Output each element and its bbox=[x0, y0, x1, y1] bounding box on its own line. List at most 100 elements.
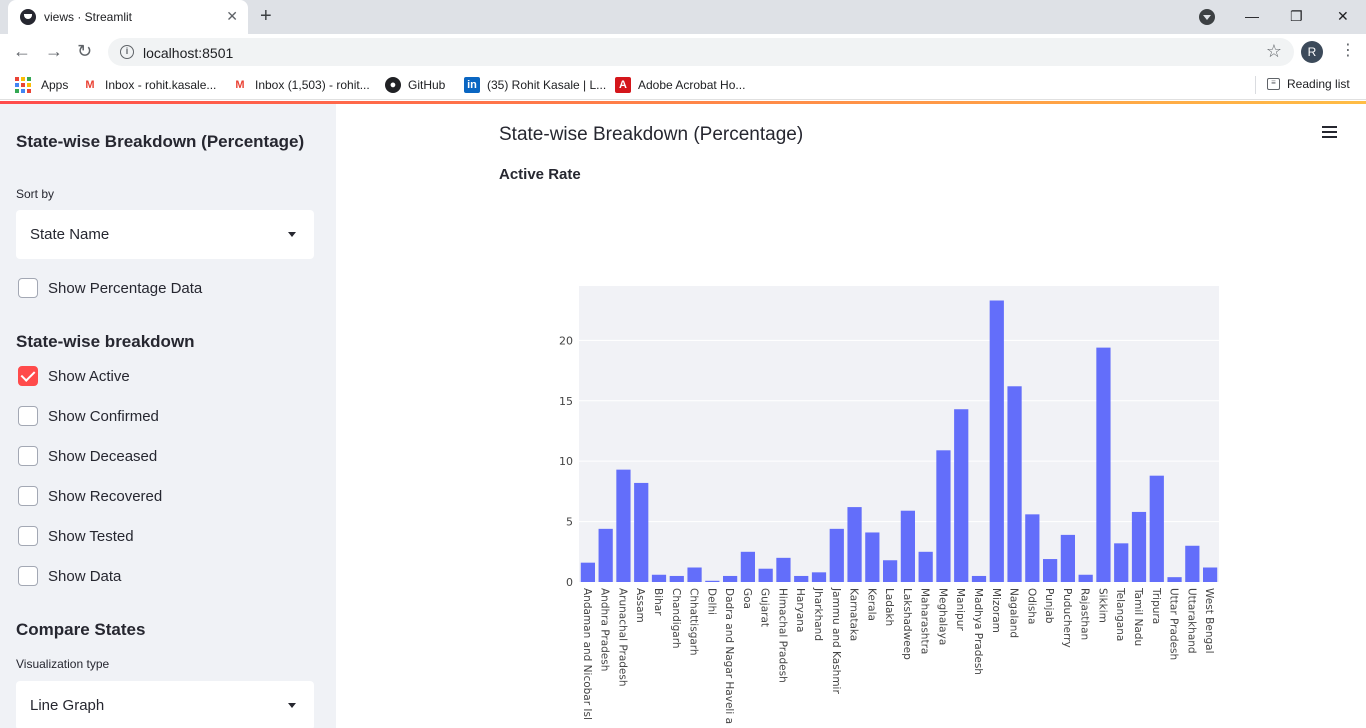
bar bbox=[918, 551, 933, 582]
bar bbox=[669, 575, 684, 582]
bar bbox=[1131, 511, 1147, 582]
x-tick-label: Madhya Pradesh bbox=[972, 588, 984, 675]
x-tick-label: Bihar bbox=[652, 588, 664, 616]
bar bbox=[1060, 534, 1075, 582]
bar bbox=[1007, 386, 1022, 582]
page-title: State-wise Breakdown (Percentage) bbox=[499, 124, 804, 145]
checkbox-box-checked[interactable] bbox=[18, 366, 38, 386]
browser-menu-icon[interactable]: ⋮ bbox=[1340, 42, 1356, 59]
visualization-type-label: Visualization type bbox=[16, 657, 110, 671]
checkbox-box[interactable] bbox=[18, 526, 38, 546]
show-percentage-checkbox[interactable]: Show Percentage Data bbox=[18, 278, 202, 298]
show-confirmed-checkbox[interactable]: Show Confirmed bbox=[18, 406, 159, 426]
show-active-checkbox[interactable]: Show Active bbox=[18, 366, 130, 386]
x-tick-label: Tamil Nadu bbox=[1132, 587, 1144, 646]
x-tick-label: Andhra Pradesh bbox=[599, 588, 611, 671]
sort-by-label: Sort by bbox=[16, 187, 55, 201]
bar bbox=[651, 574, 667, 582]
bookmark-linkedin[interactable]: in (35) Rohit Kasale | L... bbox=[464, 77, 606, 93]
sort-by-select[interactable]: State Name bbox=[16, 210, 314, 259]
gmail-icon: M bbox=[235, 79, 245, 91]
x-tick-label: West Bengal bbox=[1203, 588, 1215, 654]
bar bbox=[1149, 475, 1164, 582]
bar bbox=[883, 560, 898, 582]
x-tick-label: Maharashtra bbox=[919, 588, 931, 654]
y-tick-label: 5 bbox=[566, 516, 573, 529]
checkbox-box[interactable] bbox=[18, 566, 38, 586]
chart-subtitle: Active Rate bbox=[499, 166, 581, 183]
visualization-type-select[interactable]: Line Graph bbox=[16, 681, 314, 728]
x-tick-label: Kerala bbox=[865, 588, 877, 621]
bar bbox=[776, 557, 791, 582]
bar bbox=[1025, 514, 1040, 582]
streamlit-favicon-icon bbox=[20, 9, 36, 25]
bar bbox=[1114, 543, 1129, 582]
profile-avatar[interactable]: R bbox=[1301, 41, 1323, 63]
x-tick-label: Tripura bbox=[1150, 587, 1162, 624]
reload-icon[interactable]: ↻ bbox=[77, 41, 93, 61]
bar bbox=[634, 482, 649, 582]
back-icon[interactable]: ← bbox=[13, 41, 31, 61]
show-recovered-checkbox[interactable]: Show Recovered bbox=[18, 486, 162, 506]
bookmarks-separator bbox=[1255, 76, 1256, 94]
bookmark-star-icon[interactable]: ☆ bbox=[1265, 41, 1282, 61]
show-deceased-checkbox[interactable]: Show Deceased bbox=[18, 446, 157, 466]
browser-tab[interactable]: views · Streamlit ✕ bbox=[8, 0, 248, 34]
chevron-down-icon bbox=[288, 703, 296, 708]
x-tick-label: Chandigarh bbox=[670, 588, 682, 649]
x-tick-label: Dadra and Nagar Haveli a bbox=[723, 588, 735, 724]
bar bbox=[598, 528, 613, 582]
bar bbox=[829, 528, 844, 582]
sidebar-heading-percentage: State-wise Breakdown (Percentage) bbox=[16, 132, 305, 151]
gmail-icon: M bbox=[85, 79, 95, 91]
tab-search-icon[interactable] bbox=[1199, 9, 1215, 25]
x-tick-label: Jammu and Kashmir bbox=[830, 587, 842, 694]
x-tick-label: Manipur bbox=[954, 588, 966, 631]
browser-tab-bar: views · Streamlit ✕ + — ❐ ✕ bbox=[0, 0, 1366, 34]
tab-title: views · Streamlit bbox=[44, 10, 133, 24]
x-tick-label: Himachal Pradesh bbox=[776, 588, 788, 683]
bookmark-github[interactable]: ● GitHub bbox=[385, 77, 445, 93]
linkedin-icon: in bbox=[464, 77, 480, 93]
bar bbox=[847, 507, 862, 582]
bar bbox=[616, 469, 631, 582]
x-tick-label: Uttarakhand bbox=[1185, 588, 1197, 654]
site-info-icon[interactable]: i bbox=[120, 45, 134, 59]
show-data-checkbox[interactable]: Show Data bbox=[18, 566, 121, 586]
bar bbox=[989, 300, 1004, 582]
show-tested-checkbox[interactable]: Show Tested bbox=[18, 526, 134, 546]
checkbox-box[interactable] bbox=[18, 446, 38, 466]
x-tick-label: Rajasthan bbox=[1079, 588, 1091, 640]
streamlit-header-decoration bbox=[0, 101, 1366, 104]
checkbox-box[interactable] bbox=[18, 278, 38, 298]
x-tick-label: Karnataka bbox=[848, 588, 860, 641]
bookmark-gmail-1[interactable]: M Inbox - rohit.kasale... bbox=[82, 77, 216, 93]
forward-icon[interactable]: → bbox=[45, 41, 63, 61]
bookmark-apps[interactable]: Apps bbox=[15, 77, 68, 93]
bar bbox=[936, 450, 951, 582]
x-tick-label: Goa bbox=[741, 588, 753, 609]
checkbox-box[interactable] bbox=[18, 406, 38, 426]
minimize-icon[interactable]: — bbox=[1245, 8, 1259, 24]
reading-list-button[interactable]: ≡ Reading list bbox=[1267, 77, 1350, 91]
x-tick-label: Chhattisgarh bbox=[688, 588, 700, 656]
x-tick-label: Ladakh bbox=[883, 588, 895, 626]
new-tab-icon[interactable]: + bbox=[260, 5, 272, 27]
bar bbox=[705, 580, 720, 582]
close-tab-icon[interactable]: ✕ bbox=[226, 8, 238, 24]
plot-background bbox=[579, 286, 1219, 582]
github-icon: ● bbox=[385, 77, 401, 93]
x-tick-label: Delhi bbox=[705, 588, 717, 615]
active-rate-bar-chart: 0 5 10 15 20 Andaman and Nicobar Isl Andhra Pr… bbox=[559, 286, 1219, 724]
hamburger-menu-icon[interactable] bbox=[1322, 126, 1337, 138]
bar bbox=[1185, 545, 1200, 582]
bookmark-gmail-2[interactable]: M Inbox (1,503) - rohit... bbox=[232, 77, 369, 93]
bookmark-acrobat[interactable]: A Adobe Acrobat Ho... bbox=[615, 77, 745, 93]
restore-icon[interactable]: ❐ bbox=[1290, 8, 1303, 24]
sidebar-heading-compare: Compare States bbox=[16, 620, 146, 639]
close-window-icon[interactable]: ✕ bbox=[1337, 8, 1349, 24]
y-tick-label: 15 bbox=[559, 395, 573, 408]
checkbox-box[interactable] bbox=[18, 486, 38, 506]
url-text[interactable]: localhost:8501 bbox=[143, 45, 234, 61]
address-bar[interactable]: i localhost:8501 ☆ bbox=[108, 38, 1294, 66]
